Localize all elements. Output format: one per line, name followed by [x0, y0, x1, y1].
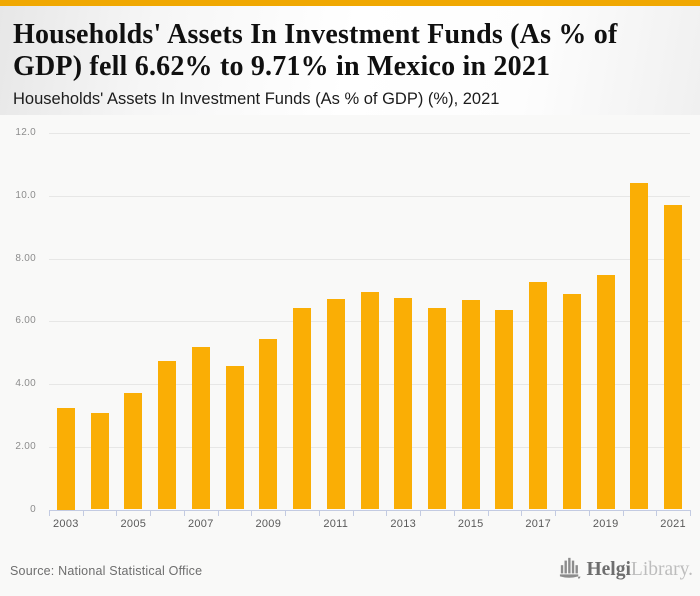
y-axis-label-10.0: 10.0 — [15, 189, 36, 201]
x-axis-tick — [285, 510, 287, 516]
x-axis-label-2003: 2003 — [53, 517, 79, 530]
x-axis-line — [49, 509, 691, 511]
x-axis-tick — [588, 510, 590, 516]
bar-2013 — [394, 298, 413, 510]
y-axis-label-12.0: 12.0 — [15, 127, 36, 138]
y-axis-label-2.00: 2.00 — [15, 440, 36, 452]
x-axis-tick — [555, 510, 557, 516]
bar-2015 — [461, 299, 480, 510]
bar-2020 — [630, 183, 649, 510]
bar-2017 — [529, 282, 548, 510]
bar-2009 — [259, 338, 278, 510]
x-axis-tick — [318, 510, 320, 516]
bar-2011 — [326, 298, 345, 510]
y-axis-label-8.00: 8.00 — [15, 252, 36, 264]
x-axis-label-2013: 2013 — [390, 517, 417, 530]
x-axis-label-2021: 2021 — [660, 517, 686, 530]
y-axis-label-4.00: 4.00 — [15, 378, 36, 389]
bar-2007 — [191, 346, 210, 510]
x-axis-tick — [82, 510, 84, 516]
bar-2021 — [664, 204, 683, 510]
bar-2019 — [596, 274, 615, 510]
page-title-line2: GDP) fell 6.62% to 9.71% in Mexico in 20… — [13, 51, 551, 82]
logo-text-helgi: Helgi — [586, 559, 631, 580]
x-axis-tick — [521, 510, 523, 516]
helgi-library-logo: Helgi Library. — [559, 555, 693, 585]
y-axis-label-6.00: 6.00 — [15, 315, 36, 327]
x-axis-tick — [487, 510, 489, 516]
x-axis-label-2009: 2009 — [255, 517, 282, 530]
x-axis-tick — [420, 510, 422, 516]
bar-chart: 0 2.00 4.00 6.00 8.00 10.0 12.0 2003 2005 2007 200… — [0, 115, 700, 596]
grid-line-10.0 — [49, 195, 690, 197]
x-axis-tick — [251, 510, 253, 516]
bar-2004 — [90, 413, 109, 510]
bar-2014 — [427, 307, 446, 510]
x-axis-tick — [386, 510, 388, 516]
x-axis-tick — [622, 510, 624, 516]
bar-2005 — [124, 392, 143, 510]
bar-2006 — [158, 360, 177, 510]
bar-2008 — [225, 366, 244, 510]
y-axis-label-0: 0 — [30, 503, 36, 515]
x-axis-label-2019: 2019 — [592, 517, 619, 530]
bar-2003 — [56, 407, 75, 510]
chart-subtitle: Households' Assets In Investment Funds (… — [13, 90, 500, 108]
bar-2012 — [360, 292, 379, 510]
page-title-line1: Households' Assets In Investment Funds (… — [13, 19, 618, 50]
grid-line-12.0 — [49, 133, 690, 134]
accent-top-border — [0, 0, 700, 6]
x-axis-tick — [183, 510, 185, 516]
bar-chart-icon — [559, 555, 581, 585]
bar-2016 — [495, 309, 514, 510]
x-axis-label-2007: 2007 — [187, 517, 214, 530]
x-axis-tick — [656, 510, 658, 516]
x-axis-tick — [352, 510, 354, 516]
source-caption: Source: National Statistical Office — [10, 564, 203, 578]
x-axis-tick — [150, 510, 152, 516]
bar-2018 — [562, 293, 581, 510]
chart-header: Households' Assets In Investment Funds (… — [0, 6, 700, 115]
x-axis-tick — [217, 510, 219, 516]
bar-2010 — [293, 308, 312, 510]
x-axis-tick — [690, 510, 691, 516]
x-axis-label-2005: 2005 — [120, 517, 147, 530]
x-axis-tick — [453, 510, 455, 516]
x-axis-label-2015: 2015 — [457, 517, 484, 530]
page-title: Households' Assets In Investment Funds (… — [13, 19, 686, 83]
logo-text-library: Library. — [630, 559, 693, 580]
grid-line-8.00 — [49, 258, 690, 260]
x-axis-tick — [49, 510, 50, 516]
x-axis-label-2017: 2017 — [525, 517, 551, 530]
x-axis-label-2011: 2011 — [323, 517, 349, 530]
x-axis-tick — [116, 510, 118, 516]
